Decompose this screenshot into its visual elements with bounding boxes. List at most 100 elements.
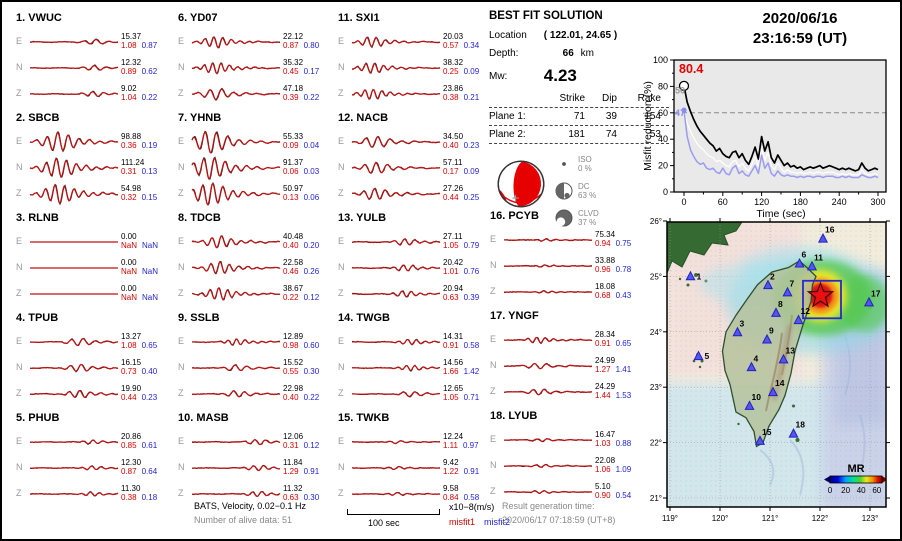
channel-label: N [338,162,345,172]
gray-annotation: 50 [675,85,685,95]
channel-label: N [490,360,497,370]
misfit1-value: 1.27 [595,365,611,374]
panel-title: BEST FIT SOLUTION [489,10,603,22]
trace-values: 38.67 0.22 0.12 [283,284,319,302]
peak-amplitude: 50.97 [283,184,304,193]
result-time-label: Result generation time: [502,501,595,511]
svg-text:300: 300 [870,197,885,207]
channel-label: N [178,262,185,272]
trace-row: Z 11.32 0.63 0.30 [178,480,334,506]
misfit2-value: 0.87 [141,41,158,50]
station-block: 4. TPUB E 13.27 1.08 0.65 N 16.15 0.73 0.40 Z 19.9… [16,308,172,408]
map-station-triangle-icon: 2 [762,271,775,290]
trace-values: 20.86 0.85 0.61 [121,432,157,450]
lat-tick-label: 26° [650,217,662,226]
plane2-label: Plane 2: [489,129,526,140]
station-header: 18. LYUB [490,410,538,422]
misfit1-value: 0.40 [443,141,459,150]
peak-amplitude: 16.15 [121,358,142,367]
misfit1-value: 0.38 [443,93,459,102]
peak-amplitude: 23.86 [443,84,464,93]
peak-amplitude: 24.29 [595,382,616,391]
channel-label: E [178,36,185,46]
peak-amplitude: 20.42 [443,258,464,267]
col-strike: Strike [559,93,585,104]
waveform-plot [503,438,593,443]
misfit2-value: 0.54 [615,491,632,500]
trace-row: Z 24.29 1.44 1.53 [490,378,646,404]
waveform-plot [503,238,593,242]
peak-amplitude: 57.11 [443,158,463,167]
misfit1-value: 0.85 [121,441,137,450]
clvd-icon [555,209,573,226]
trace-values: 13.27 1.08 0.65 [121,332,157,350]
misfit2-value: 0.40 [141,367,158,376]
waveform-plot [191,130,281,154]
map-station-triangle-icon: 4 [746,353,759,372]
waveform-plot [29,38,119,45]
misfit2-value: 0.58 [463,493,480,502]
misfit1-value: 0.63 [283,493,299,502]
trace-values: 12.30 0.87 0.64 [121,458,157,476]
waveform-plot [30,293,118,295]
channel-label: E [338,336,345,346]
waveform-plot [191,260,281,275]
plane1-strike: 71 [573,111,585,122]
station-block: 18. LYUB E 16.47 1.03 0.88 N 22.08 1.06 1.09 Z 5.1… [490,406,646,506]
channel-label: N [178,362,185,372]
peak-amplitude: 47.18 [283,84,304,93]
waveform-plot [29,491,119,497]
waveform-plot [351,440,441,445]
station-block: 15. TWKB E 12.24 1.11 0.97 N 9.42 1.22 0.91 Z 9.58… [338,408,494,508]
taiwan-island [721,260,817,448]
waveform-plot [351,238,441,246]
misfit2-value: 0.88 [615,439,632,448]
misfit2-value: 0.21 [463,93,480,102]
trace-row: Z 9.58 0.84 0.58 [338,480,494,506]
misfit2-value: 0.78 [615,265,632,274]
map-station-number: 10 [752,392,762,402]
trace-values: 20.94 0.63 0.39 [443,284,479,302]
trace-values: 0.00 NaN NaN [121,258,158,276]
misfit2-value: 0.23 [141,393,158,402]
channel-label: E [16,36,23,46]
map-station-number: 7 [790,278,795,288]
waveform-plot [30,267,118,269]
depth-unit: km [580,48,594,59]
waveform-plot [503,290,593,294]
misfit1-value: 1.08 [121,341,137,350]
channel-label: N [16,462,23,472]
peak-amplitude: 27.26 [443,184,464,193]
trace-row: E 22.12 0.87 0.80 [178,28,334,54]
channel-label: E [16,236,23,246]
colorbar-tick-label: 40 [857,486,866,495]
plane2-row: Plane 2: 181 74 53 [489,129,669,144]
misfit2-value: NaN [142,267,159,276]
misfit1-value: 1.04 [121,93,137,102]
station-header: 16. PCYB [490,210,539,222]
peak-amplitude: 91.37 [283,158,304,167]
misfit1-value: 1.05 [443,393,459,402]
misfit1-value: 0.87 [121,467,137,476]
misfit1-value: 1.22 [443,467,459,476]
misfit2-value: 0.23 [463,141,480,150]
trace-row: N 20.42 1.01 0.76 [338,254,494,280]
trace-row: N 12.32 0.89 0.62 [16,54,172,80]
epicenter-group [802,279,842,320]
channel-label: E [178,436,185,446]
misfit1-value: 1.66 [443,367,459,376]
trace-values: 35.32 0.45 0.17 [283,58,319,76]
trace-row: N 16.15 0.73 0.40 [16,354,172,380]
trace-row: Z 18.08 0.68 0.43 [490,278,646,304]
peak-amplitude: 0.00 [121,258,137,267]
y-axis-label: Misfit reduction (%) [642,81,654,171]
map-station-number: 6 [802,250,807,260]
peak-amplitude: 38.67 [283,284,304,293]
waveform-plot [191,62,281,75]
waveform-plot [191,181,281,206]
lon-tick-label: 122° [812,514,829,523]
trace-values: 12.24 1.11 0.97 [443,432,479,450]
dc-icon [555,182,573,199]
waveform-plot [191,286,281,301]
trace-row: N 14.56 1.66 1.42 [338,354,494,380]
